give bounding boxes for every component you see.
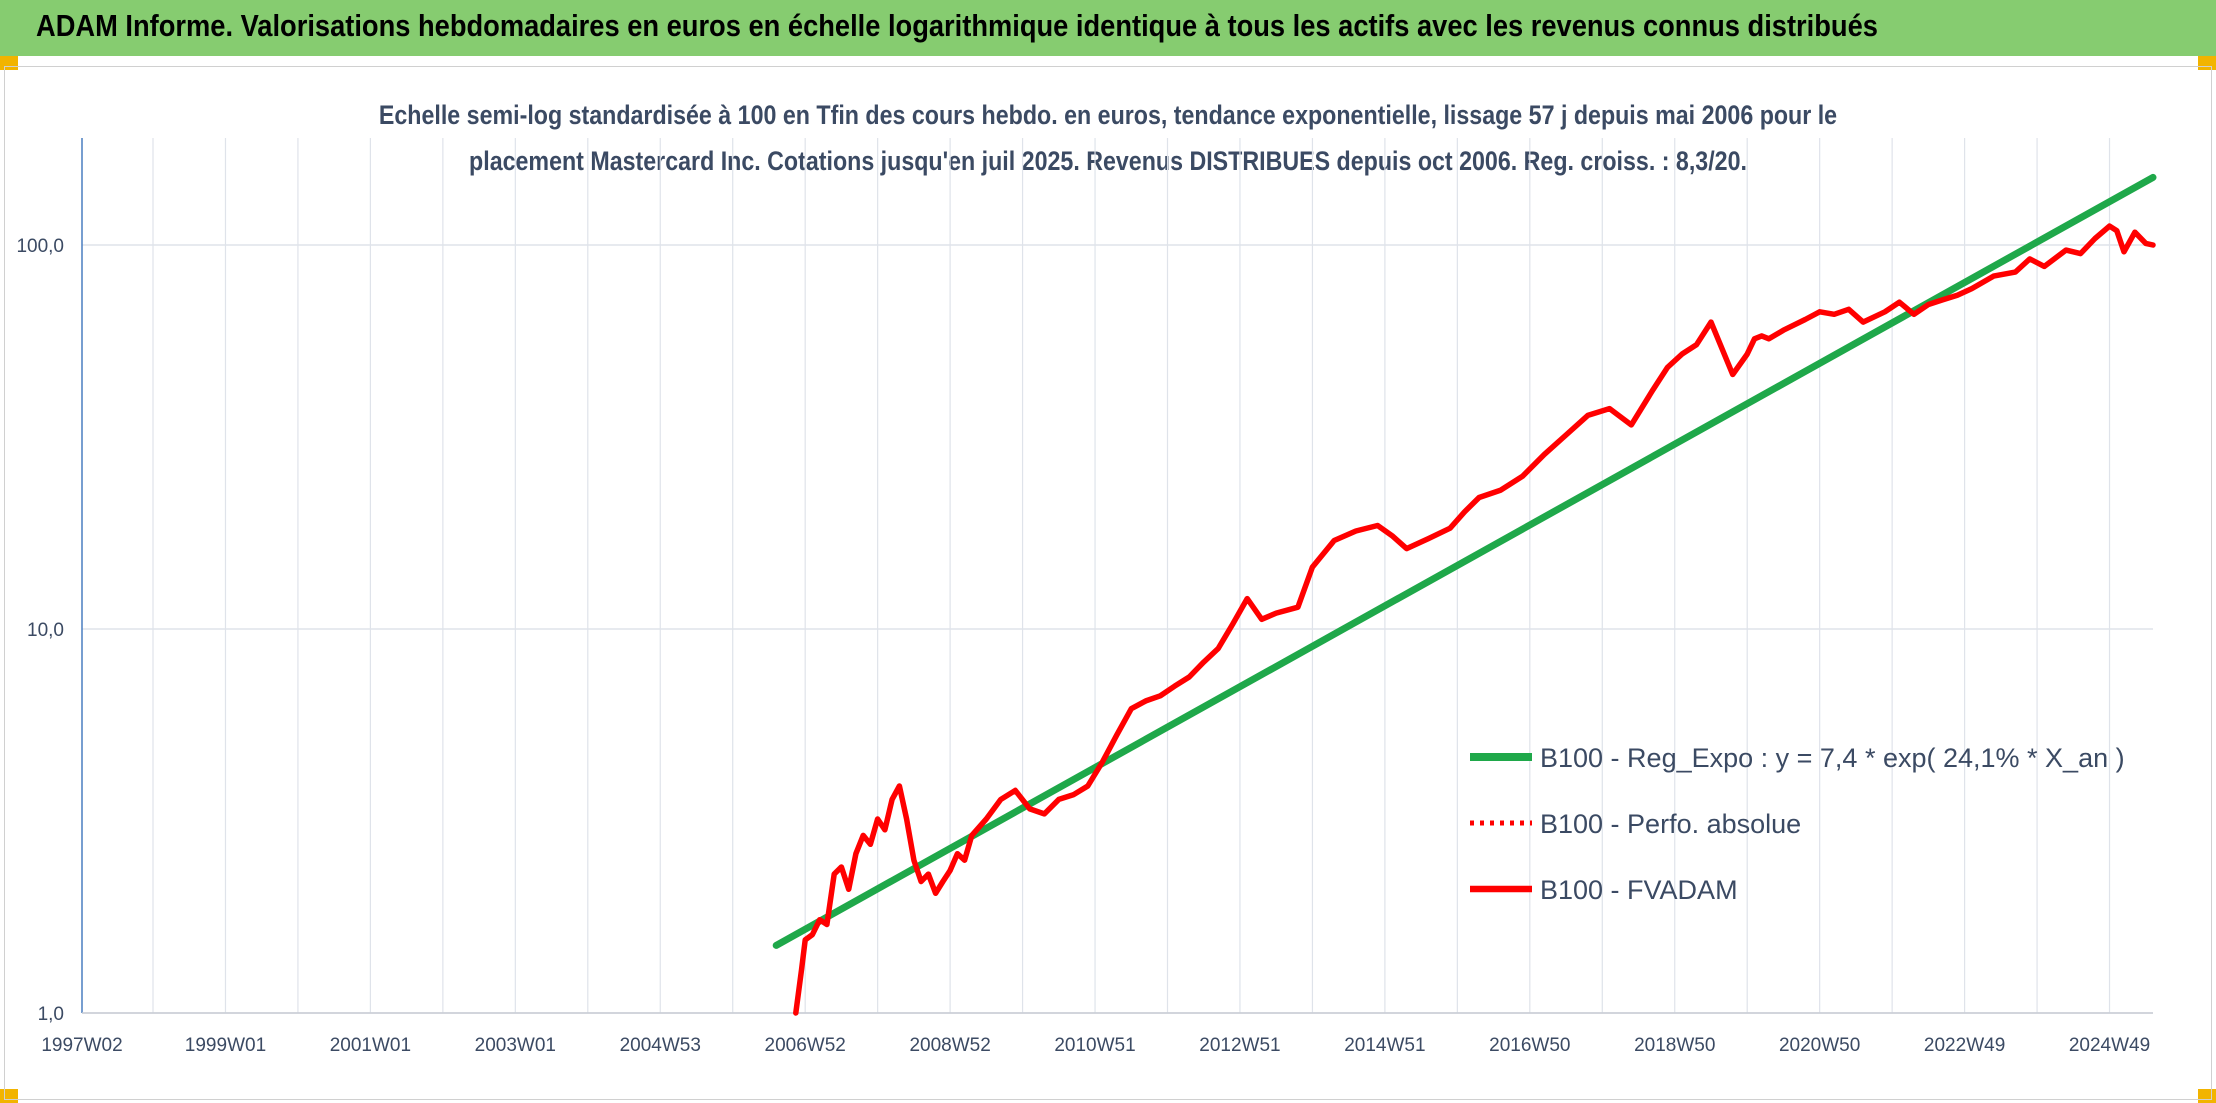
x-tick-label: 2001W01 xyxy=(330,1035,411,1056)
legend-label: B100 - FVADAM xyxy=(1540,875,1738,905)
header-banner: ADAM Informe. Valorisations hebdomadaire… xyxy=(0,0,2216,56)
fvadam-line xyxy=(793,223,2156,1016)
grid-lines xyxy=(82,138,2153,1014)
chart-title-line-2: placement Mastercard Inc. Cotations jusq… xyxy=(469,146,1747,176)
x-tick-label: 2003W01 xyxy=(475,1035,556,1056)
x-tick-label: 2006W52 xyxy=(765,1035,846,1056)
x-tick-label: 2012W51 xyxy=(1199,1035,1280,1056)
x-tick-label: 2022W49 xyxy=(1924,1035,2005,1056)
axes: 1,0 10,0 100,0 1997W02 1999W01 2001W01 2003W01… xyxy=(16,138,2153,1056)
chart-frame xyxy=(4,66,2212,1100)
trend-line xyxy=(772,173,2157,949)
x-tick-label: 2020W50 xyxy=(1779,1035,1860,1056)
y-tick-label: 100,0 xyxy=(16,236,64,257)
x-tick-label: 2024W49 xyxy=(2069,1035,2150,1056)
legend-label: B100 - Reg_Expo : y = 7,4 * exp( 24,1% *… xyxy=(1540,743,2125,773)
page-title: ADAM Informe. Valorisations hebdomadaire… xyxy=(36,8,1878,43)
x-tick-label: 2008W52 xyxy=(909,1035,990,1056)
x-tick-label: 2018W50 xyxy=(1634,1035,1715,1056)
x-tick-label: 1999W01 xyxy=(185,1035,266,1056)
legend: B100 - Reg_Expo : y = 7,4 * exp( 24,1% *… xyxy=(1470,743,2125,905)
x-tick-label: 2010W51 xyxy=(1054,1035,1135,1056)
x-tick-label: 1997W02 xyxy=(41,1035,122,1056)
x-tick-label: 2016W50 xyxy=(1489,1035,1570,1056)
chart-title: Echelle semi-log standardisée à 100 en T… xyxy=(0,92,2216,184)
y-tick-label: 1,0 xyxy=(38,1004,64,1025)
chart-title-line-1: Echelle semi-log standardisée à 100 en T… xyxy=(378,100,1838,130)
y-tick-label: 10,0 xyxy=(27,620,64,641)
series-lines xyxy=(772,173,2157,1016)
x-tick-label: 2014W51 xyxy=(1344,1035,1425,1056)
x-tick-label: 2004W53 xyxy=(620,1035,701,1056)
legend-label: B100 - Perfo. absolue xyxy=(1540,809,1801,839)
